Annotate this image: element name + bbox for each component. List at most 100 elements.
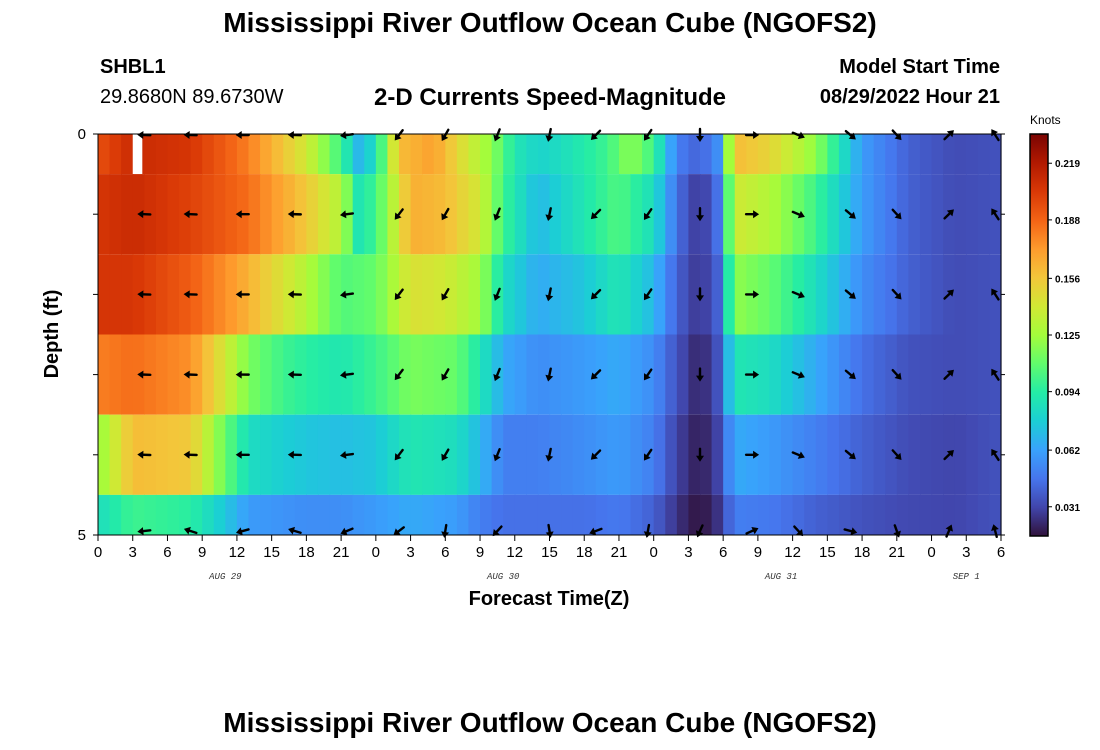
heatmap-cell	[873, 254, 886, 335]
heatmap-cell	[676, 494, 690, 535]
heatmap-cell	[399, 134, 412, 175]
current-arrow	[891, 449, 902, 460]
x-tick-label: 3	[406, 544, 414, 561]
heatmap-cell	[271, 174, 284, 255]
current-arrow	[441, 368, 450, 381]
heatmap-cell	[167, 134, 180, 175]
y-tick-label: 0	[78, 126, 86, 143]
heatmap-cell	[155, 494, 169, 535]
current-arrow	[744, 131, 760, 139]
heatmap-cell	[572, 174, 585, 255]
current-arrow	[590, 288, 602, 300]
heatmap-cell	[144, 494, 157, 535]
heatmap-cell	[688, 174, 701, 255]
x-tick-label: 21	[611, 544, 628, 561]
heatmap-cell	[260, 134, 273, 175]
current-arrow	[288, 526, 302, 535]
heatmap-cell	[202, 174, 215, 255]
heatmap-cell	[885, 174, 898, 255]
heatmap-cell	[688, 334, 701, 415]
colorbar-tick-label: 0.031	[1055, 503, 1080, 514]
heatmap-cell	[607, 174, 620, 255]
heatmap-cell	[757, 134, 771, 175]
heatmap-cell	[618, 494, 632, 535]
x-tick-label: 0	[372, 544, 380, 561]
heatmap-cell	[375, 254, 389, 335]
x-tick-label: 21	[888, 544, 905, 561]
current-arrow	[745, 526, 759, 535]
heatmap-cell	[827, 134, 840, 175]
heatmap-cell	[167, 174, 180, 255]
heatmap-cell	[329, 254, 342, 335]
heatmap-cell	[410, 134, 423, 175]
heatmap-cell	[966, 494, 979, 535]
heatmap-cell	[248, 494, 261, 535]
heatmap-cell	[422, 254, 435, 335]
heatmap-cell	[526, 174, 539, 255]
model-start-label: Model Start Time	[839, 56, 1000, 78]
current-arrow	[744, 290, 760, 299]
current-arrow	[943, 449, 954, 461]
current-arrow	[695, 524, 704, 538]
heatmap-cell	[618, 414, 632, 495]
heatmap-cell	[931, 414, 944, 495]
heatmap-cell	[781, 254, 794, 335]
current-arrow	[493, 287, 501, 301]
heatmap-cell	[665, 494, 678, 535]
heatmap-cell	[399, 494, 412, 535]
heatmap-cell	[746, 134, 759, 175]
current-arrow	[545, 287, 554, 302]
heatmap-cell	[202, 254, 215, 335]
heatmap-cell	[792, 134, 805, 175]
heatmap-cell	[248, 254, 261, 335]
x-tick-label: 3	[129, 544, 137, 561]
current-arrow	[696, 206, 704, 222]
heatmap-cell	[838, 134, 852, 175]
current-arrow	[394, 208, 404, 220]
heatmap-cell	[387, 134, 400, 175]
heatmap-cell	[665, 334, 678, 415]
heatmap-cell	[121, 414, 134, 495]
heatmap-cell	[595, 174, 608, 255]
heatmap-cell	[549, 334, 562, 415]
heatmap-cell	[873, 174, 886, 255]
current-arrow	[235, 527, 250, 536]
heatmap-cell	[584, 334, 597, 415]
current-arrow	[590, 208, 602, 220]
date-label: AUG 31	[764, 572, 797, 582]
chart-title: Mississippi River Outflow Ocean Cube (NG…	[223, 7, 877, 38]
current-arrow	[891, 208, 902, 220]
heatmap-cell	[98, 134, 111, 175]
heatmap-cell	[364, 254, 377, 335]
heatmap-cell	[607, 134, 620, 175]
heatmap-cell	[352, 254, 365, 335]
heatmap-cell	[225, 254, 238, 335]
heatmap-cell	[456, 334, 470, 415]
heatmap-cell	[746, 494, 759, 535]
heatmap-cell	[491, 134, 504, 175]
heatmap-cell	[98, 494, 111, 535]
current-arrow	[891, 288, 902, 300]
heatmap-cell	[873, 334, 886, 415]
x-axis-label: Forecast Time(Z)	[469, 588, 630, 610]
heatmap-cell	[248, 174, 261, 255]
current-arrow	[183, 526, 198, 535]
heatmap-cell	[862, 134, 875, 175]
heatmap-cell	[653, 334, 666, 415]
colorbar-tick-label: 0.125	[1055, 331, 1080, 342]
heatmap-cell	[711, 134, 724, 175]
heatmap-cell	[561, 334, 574, 415]
heatmap-cell	[700, 174, 713, 255]
heatmap-cell	[213, 134, 226, 175]
heatmap-cell	[155, 254, 169, 335]
heatmap-cell	[155, 134, 169, 175]
heatmap-cell	[364, 414, 377, 495]
heatmap-cell	[306, 334, 319, 415]
heatmap-cell	[850, 334, 863, 415]
current-arrow	[643, 368, 653, 381]
x-tick-label: 12	[784, 544, 801, 561]
current-arrow	[844, 289, 856, 299]
heatmap-cell	[375, 174, 389, 255]
x-tick-label: 6	[997, 544, 1005, 561]
heatmap-cell	[781, 134, 794, 175]
